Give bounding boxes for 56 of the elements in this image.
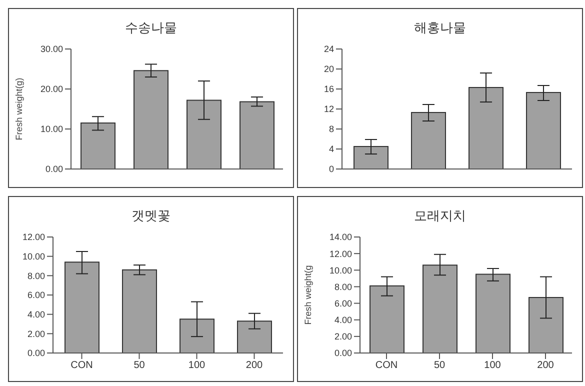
bar: [468, 87, 504, 169]
bar: [240, 101, 274, 169]
bar: [411, 112, 446, 169]
bar: [526, 92, 561, 169]
bar: [122, 269, 157, 353]
y-tick-label: 14.00: [329, 232, 352, 242]
bar: [186, 100, 222, 169]
y-tick-label: 2.00: [334, 332, 352, 342]
x-tick-label: 50: [434, 360, 446, 372]
y-tick-label: 16: [324, 84, 334, 94]
y-axis-title: Fresh weight(g: [303, 265, 314, 325]
y-tick-label: 30.00: [40, 44, 63, 54]
y-tick-label: 4.00: [334, 315, 352, 326]
bar: [80, 122, 116, 169]
bar: [476, 274, 510, 353]
bar: [237, 320, 272, 353]
y-tick-label: 20: [324, 64, 334, 74]
y-tick-label: 6.00: [27, 290, 45, 300]
x-tick-label: 100: [188, 360, 206, 372]
y-tick-label: 24: [324, 44, 334, 54]
bar: [354, 146, 388, 169]
y-tick-label: 20.00: [40, 84, 63, 94]
bar: [422, 264, 458, 353]
bar: [528, 296, 564, 353]
x-tick-label: 100: [484, 360, 502, 372]
y-tick-label: 4.00: [27, 310, 45, 320]
y-axis-title: Fresh weight(g): [14, 78, 24, 140]
x-tick-label: CON: [70, 360, 93, 372]
chart-title: 모래지치: [413, 207, 467, 225]
bar: [64, 262, 100, 353]
y-tick-label: 0.00: [45, 164, 63, 174]
chart-title: 해홍나물: [413, 19, 467, 37]
y-tick-label: 6.00: [334, 298, 352, 308]
y-tick-label: 8.00: [27, 270, 45, 281]
y-tick-label: 0.00: [27, 348, 45, 358]
chart-title: 수송나물: [124, 19, 178, 37]
y-tick-label: 10.00: [40, 124, 63, 134]
bar: [180, 318, 214, 353]
chart-title: 갯멧꽃: [130, 207, 172, 225]
x-tick-label: 200: [537, 360, 554, 372]
y-tick-label: 0: [328, 164, 334, 174]
y-tick-label: 12.00: [22, 232, 45, 242]
bar: [370, 285, 404, 353]
x-tick-label: CON: [375, 360, 398, 372]
y-tick-label: 4: [328, 144, 334, 154]
y-tick-label: 0.00: [334, 348, 352, 358]
y-tick-label: 2.00: [27, 328, 45, 339]
y-tick-label: 12: [324, 104, 334, 114]
y-tick-label: 12.00: [329, 248, 352, 259]
bar: [134, 70, 168, 169]
y-tick-label: 10.00: [22, 252, 45, 262]
y-tick-label: 8.00: [334, 282, 352, 292]
x-tick-label: 50: [134, 360, 146, 372]
y-tick-label: 10.00: [329, 265, 352, 276]
y-tick-label: 8: [328, 124, 334, 134]
x-tick-label: 200: [246, 360, 264, 372]
